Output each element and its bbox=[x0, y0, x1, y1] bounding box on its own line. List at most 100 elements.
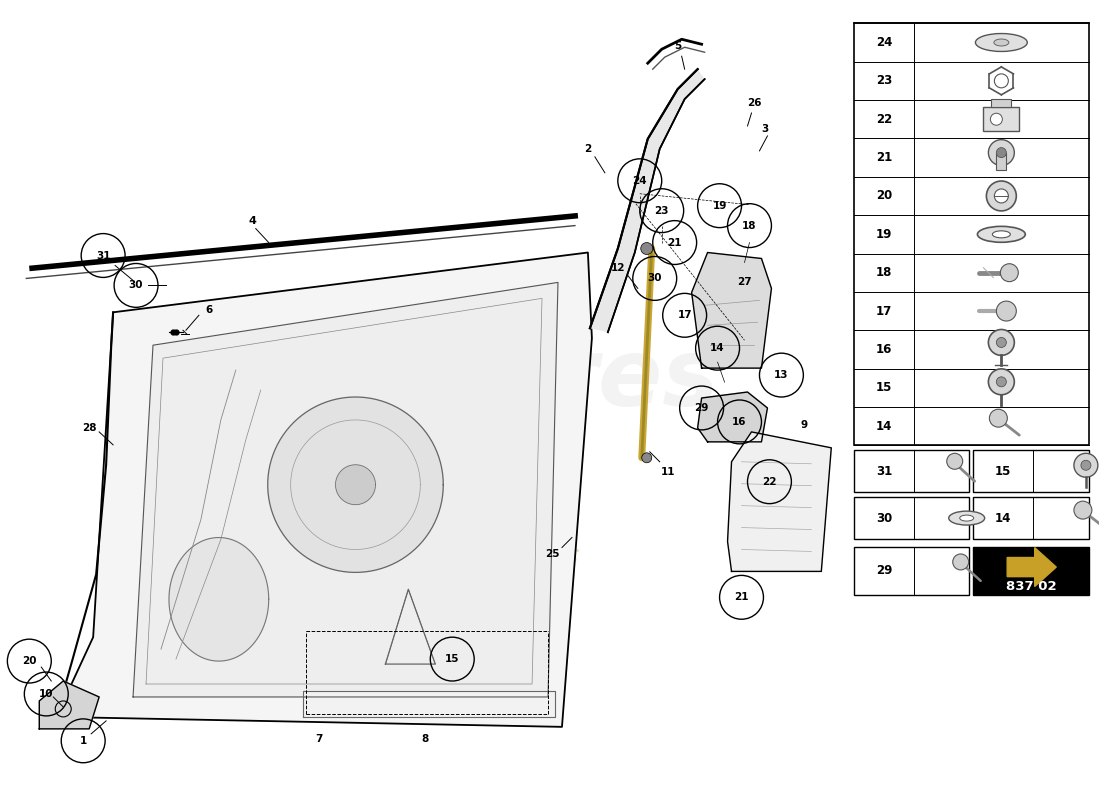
Polygon shape bbox=[336, 465, 375, 505]
Text: 14: 14 bbox=[711, 343, 725, 353]
Text: 20: 20 bbox=[22, 656, 36, 666]
Text: 24: 24 bbox=[632, 176, 647, 186]
Circle shape bbox=[641, 242, 652, 254]
Text: 29: 29 bbox=[876, 565, 892, 578]
Circle shape bbox=[641, 453, 651, 462]
Circle shape bbox=[989, 140, 1014, 166]
Text: 5: 5 bbox=[674, 42, 681, 51]
Text: 17: 17 bbox=[678, 310, 692, 320]
Ellipse shape bbox=[948, 511, 984, 525]
Text: 7: 7 bbox=[315, 734, 322, 744]
Text: 18: 18 bbox=[876, 266, 892, 279]
Bar bbox=[974, 497, 1089, 539]
Circle shape bbox=[1074, 501, 1092, 519]
Circle shape bbox=[994, 189, 1009, 203]
Bar bbox=[855, 450, 969, 492]
Text: 19: 19 bbox=[876, 228, 892, 241]
Text: 18: 18 bbox=[742, 221, 757, 230]
Polygon shape bbox=[56, 253, 592, 727]
Ellipse shape bbox=[978, 226, 1025, 242]
Polygon shape bbox=[40, 681, 99, 729]
Text: 10: 10 bbox=[39, 689, 54, 699]
Text: 30: 30 bbox=[876, 511, 892, 525]
Text: 23: 23 bbox=[876, 74, 892, 87]
Circle shape bbox=[989, 410, 1008, 427]
Circle shape bbox=[997, 377, 1006, 386]
Ellipse shape bbox=[992, 231, 1010, 238]
Text: 20: 20 bbox=[876, 190, 892, 202]
Circle shape bbox=[994, 74, 1009, 88]
Polygon shape bbox=[302, 691, 556, 717]
Ellipse shape bbox=[994, 39, 1009, 46]
Text: 2: 2 bbox=[584, 144, 592, 154]
Circle shape bbox=[990, 114, 1002, 126]
Text: 29: 29 bbox=[694, 403, 708, 413]
Circle shape bbox=[989, 369, 1014, 394]
Bar bbox=[983, 107, 1020, 131]
Text: 30: 30 bbox=[129, 280, 143, 290]
Text: 16: 16 bbox=[733, 417, 747, 427]
Text: 21: 21 bbox=[668, 238, 682, 247]
Text: 1: 1 bbox=[79, 736, 87, 746]
Text: 24: 24 bbox=[876, 36, 892, 49]
Text: 15: 15 bbox=[446, 654, 460, 664]
Text: a passion for parts: a passion for parts bbox=[320, 508, 581, 571]
Text: 13: 13 bbox=[774, 370, 789, 380]
Text: 23: 23 bbox=[654, 206, 669, 216]
Text: 21: 21 bbox=[735, 592, 749, 602]
Text: 11: 11 bbox=[660, 466, 675, 477]
Text: 8: 8 bbox=[421, 734, 429, 744]
Bar bbox=[974, 450, 1089, 492]
Text: 15: 15 bbox=[996, 465, 1012, 478]
Polygon shape bbox=[267, 397, 443, 572]
Circle shape bbox=[1000, 264, 1019, 282]
Circle shape bbox=[947, 454, 962, 470]
Bar bbox=[974, 547, 1089, 595]
Ellipse shape bbox=[959, 515, 974, 521]
Text: 31: 31 bbox=[876, 465, 892, 478]
Text: 25: 25 bbox=[544, 550, 559, 559]
Bar bbox=[855, 497, 969, 539]
Polygon shape bbox=[697, 392, 768, 442]
Circle shape bbox=[953, 554, 969, 570]
Text: 26: 26 bbox=[747, 98, 761, 108]
Bar bbox=[997, 153, 1006, 170]
Text: 16: 16 bbox=[876, 343, 892, 356]
Polygon shape bbox=[727, 432, 832, 571]
Text: 6: 6 bbox=[206, 306, 212, 315]
Text: eurospares: eurospares bbox=[122, 334, 719, 426]
Text: 15: 15 bbox=[876, 382, 892, 394]
Ellipse shape bbox=[976, 34, 1027, 51]
Polygon shape bbox=[590, 69, 705, 332]
Circle shape bbox=[997, 301, 1016, 321]
Polygon shape bbox=[1008, 548, 1056, 586]
Polygon shape bbox=[692, 253, 771, 368]
Polygon shape bbox=[133, 282, 558, 697]
Text: 17: 17 bbox=[876, 305, 892, 318]
Text: 22: 22 bbox=[876, 113, 892, 126]
Circle shape bbox=[997, 338, 1006, 347]
Circle shape bbox=[1081, 460, 1091, 470]
Text: 12: 12 bbox=[610, 263, 625, 274]
Text: 3: 3 bbox=[761, 124, 768, 134]
Bar bbox=[991, 99, 1011, 107]
Circle shape bbox=[989, 330, 1014, 355]
Text: 4: 4 bbox=[249, 216, 256, 226]
Bar bbox=[855, 547, 969, 595]
Text: 14: 14 bbox=[996, 511, 1012, 525]
Text: 19: 19 bbox=[713, 201, 727, 210]
Circle shape bbox=[987, 181, 1016, 211]
Circle shape bbox=[997, 148, 1006, 158]
Text: 30: 30 bbox=[648, 274, 662, 283]
Text: 14: 14 bbox=[876, 420, 892, 433]
Text: 22: 22 bbox=[762, 477, 777, 486]
Text: 21: 21 bbox=[876, 151, 892, 164]
Text: 28: 28 bbox=[81, 423, 97, 433]
Bar bbox=[855, 23, 1089, 446]
Text: 31: 31 bbox=[96, 250, 110, 261]
Text: 837 02: 837 02 bbox=[1005, 580, 1056, 593]
Circle shape bbox=[1074, 454, 1098, 478]
Text: 27: 27 bbox=[737, 278, 751, 287]
Text: 9: 9 bbox=[801, 420, 807, 430]
Polygon shape bbox=[169, 538, 268, 661]
